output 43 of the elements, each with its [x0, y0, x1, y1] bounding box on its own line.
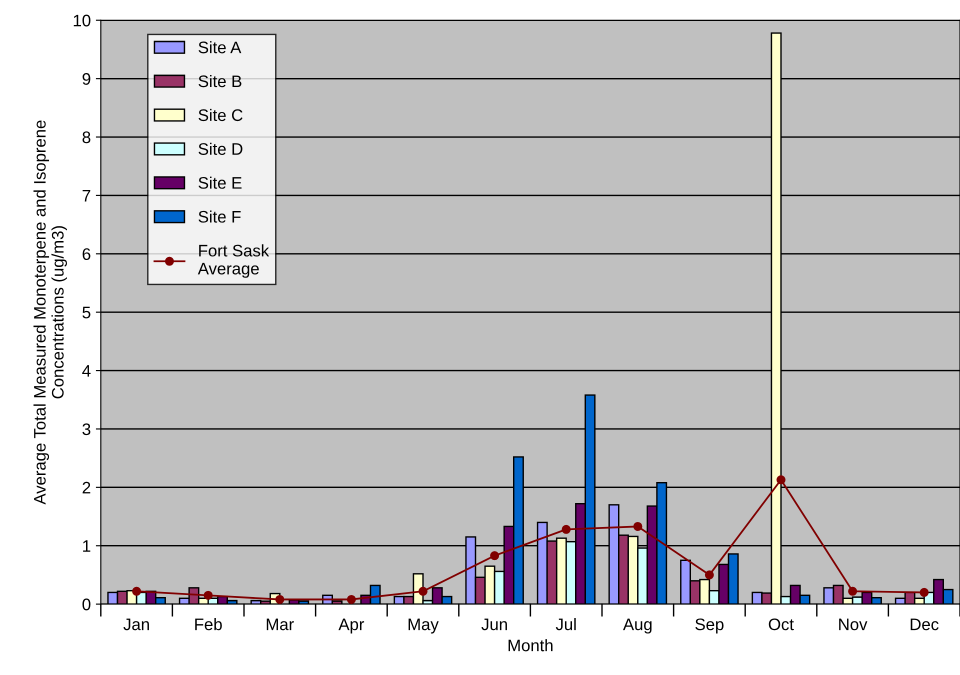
legend-label: Site C: [198, 108, 243, 122]
y-tick-label: 6: [82, 248, 90, 260]
point: [848, 586, 858, 596]
x-tick-label: Apr: [338, 618, 364, 634]
point: [490, 551, 500, 560]
x-tick-label: Jan: [123, 618, 149, 630]
x-tick-label: Aug: [623, 618, 652, 634]
x-tick-label: Sep: [695, 618, 724, 634]
y-tick-label: 5: [82, 306, 90, 318]
y-axis-title: Average Total Measured Monoterpene and Isoprene Concentrations (ug/m3): [33, 120, 67, 505]
legend-label: Site A: [198, 41, 242, 54]
point: [275, 594, 284, 604]
x-tick-label: Mar: [266, 618, 294, 630]
point: [346, 594, 356, 604]
y-tick-label: 9: [82, 73, 90, 85]
point: [633, 522, 642, 531]
point: [562, 524, 571, 534]
legend-label: Site E: [198, 176, 242, 189]
point: [132, 586, 142, 596]
x-tick-label: Nov: [839, 618, 868, 630]
y-tick-label: 8: [82, 131, 90, 144]
x-tick-label: Jun: [481, 618, 507, 630]
legend-label: Fort Sask Average: [198, 244, 270, 278]
x-tick-label: May: [408, 618, 439, 634]
y-tick-label: 10: [74, 14, 90, 26]
y-tick-label: 0: [82, 598, 90, 610]
point: [920, 588, 929, 597]
y-tick-label: 3: [82, 423, 90, 436]
legend-label: Site B: [198, 74, 242, 88]
legend-label: Site D: [198, 142, 242, 155]
x-tick-label: Jul: [556, 618, 576, 630]
y-tick-label: 1: [83, 540, 90, 552]
y-tick-label: 2: [82, 482, 90, 494]
y-tick-label: 7: [82, 190, 90, 202]
y-tick-label: 4: [82, 365, 91, 377]
x-tick-label: Feb: [195, 618, 222, 630]
x-tick-label: Oct: [768, 618, 794, 630]
point: [704, 570, 714, 580]
x-tick-label: Dec: [910, 618, 939, 630]
point: [776, 475, 786, 484]
legend-label: Site F: [198, 210, 241, 223]
x-axis-title: Month: [508, 639, 552, 652]
point: [204, 590, 213, 600]
